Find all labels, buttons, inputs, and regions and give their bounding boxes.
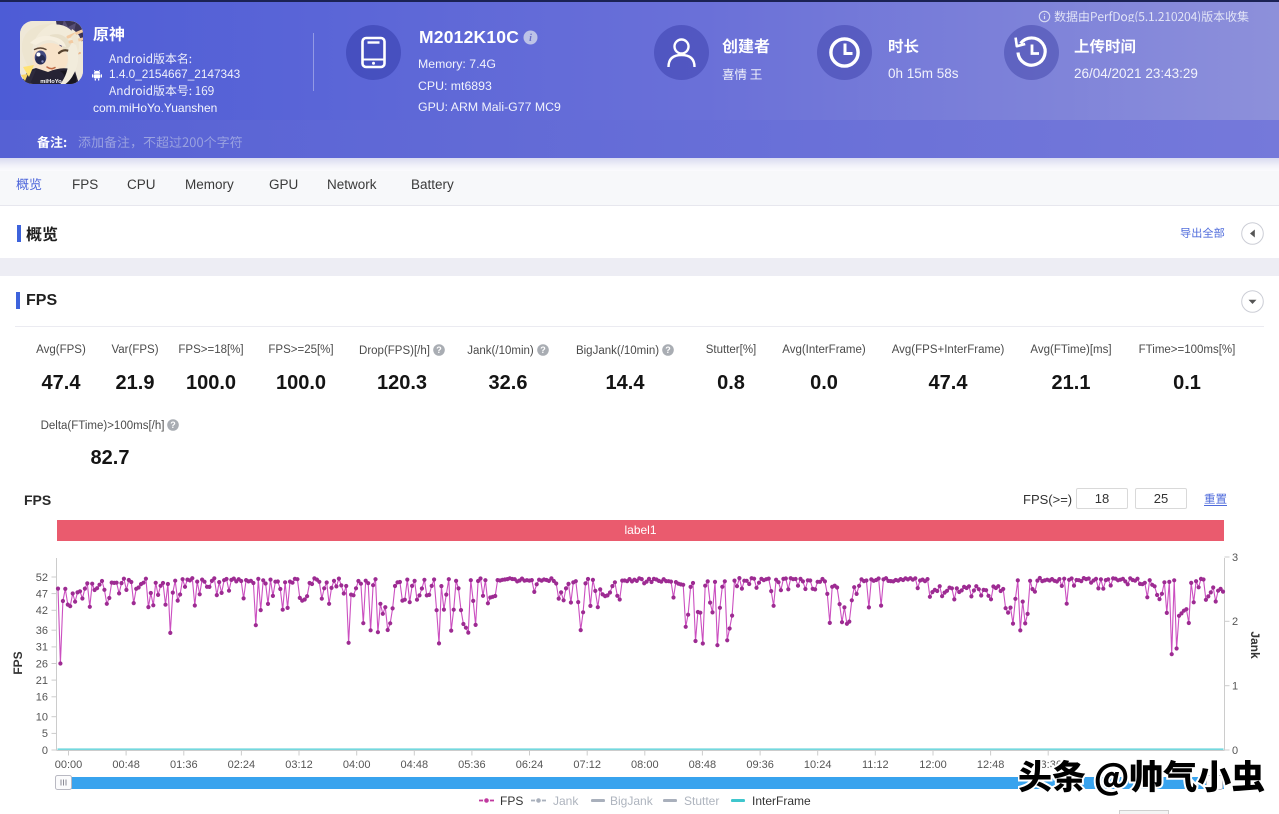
svg-text:13:36: 13:36 (1034, 759, 1062, 770)
svg-text:06:24: 06:24 (516, 759, 544, 770)
svg-text:31: 31 (36, 642, 48, 654)
svg-text:03:12: 03:12 (285, 759, 313, 770)
svg-text:5: 5 (42, 728, 48, 740)
svg-text:09:36: 09:36 (746, 759, 774, 770)
svg-text:12:00: 12:00 (919, 759, 947, 770)
svg-text:52: 52 (36, 572, 48, 584)
svg-text:04:48: 04:48 (401, 759, 429, 770)
svg-text:FPS: FPS (11, 651, 25, 674)
svg-text:1: 1 (1232, 681, 1238, 693)
svg-text:10: 10 (36, 712, 48, 724)
svg-text:16: 16 (36, 692, 48, 704)
svg-text:05:36: 05:36 (458, 759, 486, 770)
svg-text:?: ? (665, 345, 671, 355)
svg-text:42: 42 (36, 605, 48, 617)
svg-text:21: 21 (36, 675, 48, 687)
svg-text:36: 36 (36, 625, 48, 637)
svg-text:0: 0 (1232, 745, 1238, 757)
svg-text:04:00: 04:00 (343, 759, 371, 770)
svg-text:?: ? (171, 420, 177, 430)
svg-text:12:48: 12:48 (977, 759, 1005, 770)
svg-text:08:00: 08:00 (631, 759, 659, 770)
svg-text:07:12: 07:12 (573, 759, 601, 770)
svg-text:26: 26 (36, 658, 48, 670)
svg-text:miHoYo: miHoYo (40, 79, 62, 84)
svg-text:0: 0 (42, 745, 48, 757)
svg-text:Jank: Jank (1248, 631, 1262, 659)
svg-text:00:48: 00:48 (112, 759, 140, 770)
svg-text:47: 47 (36, 588, 48, 600)
svg-text:11:12: 11:12 (862, 759, 889, 770)
svg-text:?: ? (436, 345, 442, 355)
svg-text:10:24: 10:24 (804, 759, 832, 770)
svg-text:02:24: 02:24 (228, 759, 256, 770)
svg-text:i: i (529, 33, 532, 44)
svg-text:2: 2 (1232, 616, 1238, 628)
svg-text:01:36: 01:36 (170, 759, 198, 770)
svg-text:3: 3 (1232, 552, 1238, 564)
svg-text:08:48: 08:48 (689, 759, 717, 770)
svg-text:00:00: 00:00 (55, 759, 83, 770)
svg-text:?: ? (540, 345, 546, 355)
